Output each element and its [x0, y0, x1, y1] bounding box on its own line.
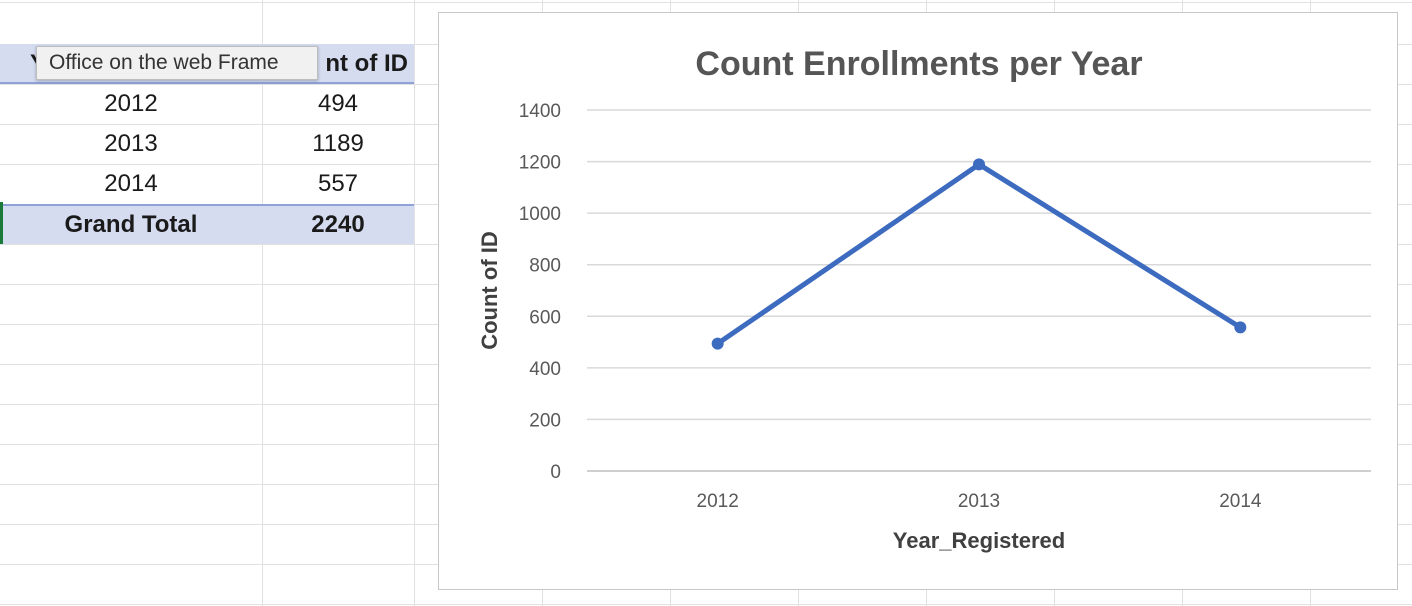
table-row[interactable]: 2013 1189 [0, 124, 414, 164]
y-tick-label: 0 [550, 462, 561, 483]
header-cell-count[interactable]: nt of ID [325, 50, 408, 77]
grand-total-row[interactable]: Grand Total 2240 [0, 204, 414, 244]
x-tick-label: 2012 [697, 491, 739, 512]
y-tick-label: 400 [529, 359, 561, 380]
x-tick-label: 2013 [958, 491, 1000, 512]
year-cell[interactable]: 2014 [104, 170, 158, 197]
y-tick-label: 200 [529, 410, 561, 431]
selection-marker [0, 202, 3, 244]
y-tick-label: 1000 [519, 204, 561, 225]
data-point [1234, 321, 1247, 334]
frame-tooltip: Office on the web Frame [36, 46, 318, 80]
chart-plot-area: 0 200 400 600 800 1000 1200 1400 2012 2013 2014 Yea… [477, 101, 1371, 553]
table-row[interactable]: 2014 557 [0, 164, 414, 204]
grand-total-value[interactable]: 2240 [311, 211, 365, 238]
y-tick-label: 1400 [519, 101, 561, 122]
year-cell[interactable]: 2012 [104, 90, 158, 117]
chart-title: Count Enrollments per Year [695, 45, 1143, 83]
year-cell[interactable]: 2013 [104, 130, 158, 157]
y-axis-title: Count of ID [477, 231, 502, 350]
count-cell[interactable]: 494 [317, 90, 359, 117]
line-chart[interactable]: Count Enrollments per Year 0 200 400 600 800… [438, 12, 1398, 590]
y-tick-label: 1200 [519, 153, 561, 174]
table-row[interactable]: 2012 494 [0, 84, 414, 124]
data-point [973, 158, 985, 171]
data-point [711, 337, 724, 350]
count-cell[interactable]: 1189 [312, 130, 364, 157]
y-tick-label: 600 [529, 307, 561, 328]
count-cell[interactable]: 557 [317, 170, 359, 197]
y-tick-label: 800 [529, 256, 561, 277]
x-tick-label: 2014 [1219, 491, 1262, 512]
grand-total-label[interactable]: Grand Total [64, 211, 198, 238]
x-axis-title: Year_Registered [893, 528, 1065, 553]
